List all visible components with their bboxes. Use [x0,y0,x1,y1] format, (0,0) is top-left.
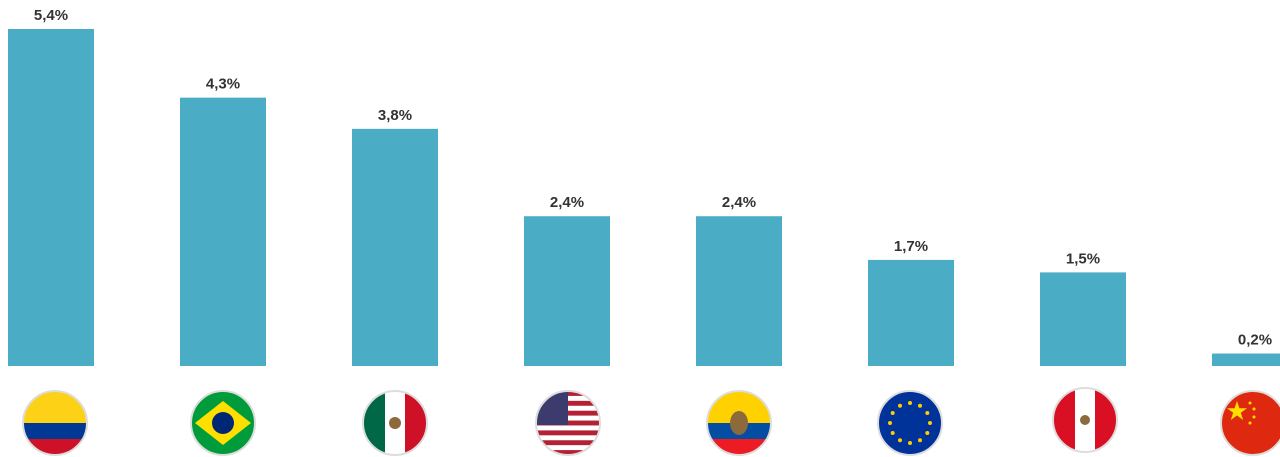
value-label: 1,7% [894,238,928,255]
bar [524,216,610,366]
flag-colombia [22,390,88,456]
flags [22,387,1280,456]
flag-eu [877,390,943,456]
bar [180,97,266,367]
value-label: 2,4% [722,194,756,211]
value-label: 0,2% [1238,332,1272,349]
bar [8,29,94,366]
bar [352,128,438,366]
value-label: 4,3% [206,76,240,93]
flag-usa [535,390,601,456]
flag-china [1220,390,1280,456]
bar [696,216,782,366]
bar [868,259,954,366]
bar [1212,353,1280,366]
value-label: 3,8% [378,107,412,124]
flag-ecuador [706,390,772,456]
flag-peru [1052,387,1118,453]
value-label: 1,5% [1066,250,1100,267]
value-label: 2,4% [550,194,584,211]
flag-brazil [190,390,256,456]
value-label: 5,4% [34,7,68,24]
bar [1040,272,1126,366]
bars: 5,4% 4,3% 3,8% 2,4% 2,4% 1,7% 1,5% 0,2% [8,7,1280,367]
flag-mexico [362,390,428,456]
